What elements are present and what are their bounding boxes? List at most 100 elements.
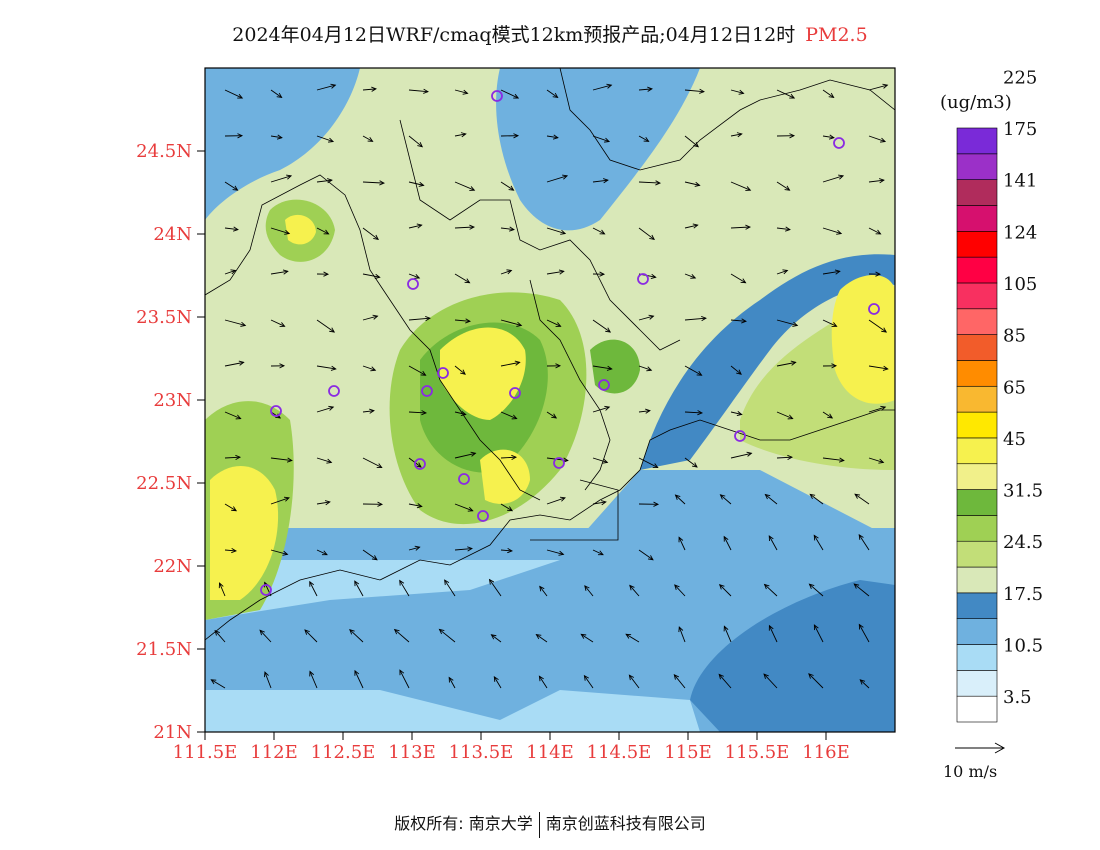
- wind-vector: [868, 135, 886, 142]
- wind-vector-head: [583, 674, 589, 681]
- wind-vector: [809, 494, 824, 505]
- station-marker: [437, 367, 449, 379]
- wind-vector-head: [506, 269, 513, 275]
- wind-vector: [270, 227, 290, 234]
- wind-vector-head: [448, 676, 454, 683]
- wind-vector-head: [349, 629, 355, 635]
- wind-vector: [868, 365, 888, 370]
- wind-vector: [224, 89, 243, 99]
- wind-vector-head: [462, 89, 469, 95]
- wind-vector: [224, 411, 241, 420]
- wind-vector-head: [882, 83, 889, 89]
- wind-vector-head: [369, 408, 375, 414]
- wind-vector-head: [235, 454, 242, 461]
- wind-vector: [730, 181, 751, 191]
- wind-vector: [316, 84, 336, 91]
- wind-vector: [270, 89, 282, 98]
- wind-vector: [500, 503, 513, 512]
- colorbar-label: 225: [1003, 67, 1037, 88]
- wind-vector: [408, 411, 427, 414]
- wind-vector: [454, 365, 466, 375]
- wind-vector-head: [511, 454, 518, 461]
- wind-vector-head: [286, 174, 293, 180]
- colorbar-swatch: [956, 334, 998, 361]
- wind-vector: [822, 227, 842, 234]
- wind-vector-head: [560, 229, 567, 235]
- wind-vector-head: [555, 363, 562, 369]
- wind-vector-head: [838, 457, 845, 463]
- y-tick-label: 24.5N: [136, 141, 192, 162]
- y-axis: 21N 21.5N 22N 22.5N 23N 23.5N 24N 24.5N: [136, 141, 205, 743]
- wind-vector: [675, 494, 686, 505]
- wind-vector: [362, 365, 376, 371]
- wind-vector-head: [827, 413, 834, 419]
- wind-vector-head: [580, 633, 587, 639]
- y-tick-label: 22.5N: [136, 473, 192, 494]
- wind-vector-head: [507, 506, 514, 512]
- wind-vector-head: [230, 269, 237, 275]
- wind-vector-head: [673, 673, 680, 680]
- colorbar-swatch: [956, 463, 998, 490]
- wind-vector: [638, 88, 652, 91]
- copyright-company: 南京创蓝科技有限公司: [545, 814, 706, 833]
- pm25-ocean-dark: [690, 580, 895, 732]
- wind-vector: [309, 671, 318, 689]
- wind-vector: [813, 624, 824, 643]
- colorbar-swatch: [956, 670, 998, 697]
- wind-vector: [730, 89, 744, 94]
- colorbar-swatch: [956, 566, 998, 594]
- wind-vector: [454, 226, 474, 229]
- wind-vector: [439, 629, 456, 643]
- wind-vector-head: [371, 555, 378, 561]
- wind-vector-head: [237, 93, 244, 99]
- wind-vector: [868, 179, 884, 183]
- wind-vector-head: [282, 550, 289, 556]
- wind-vector-head: [283, 496, 290, 502]
- wind-vector-head: [279, 363, 286, 369]
- wind-vector-head: [828, 134, 835, 140]
- wind-vector-head: [420, 370, 427, 376]
- wind-vector-head: [417, 141, 424, 148]
- wind-vector: [768, 535, 778, 551]
- colorbar-swatch: [956, 695, 998, 723]
- wind-vector: [454, 181, 475, 191]
- wind-vector: [868, 406, 886, 413]
- colorbar-label: 31.5: [1003, 481, 1043, 502]
- wind-vector-head: [323, 271, 330, 277]
- wind-vector-head: [231, 506, 238, 512]
- wind-vector: [765, 494, 778, 505]
- wind-vector: [776, 269, 788, 275]
- wind-vector-head: [691, 462, 698, 468]
- wind-vector: [763, 673, 778, 689]
- colorbar-label: 141: [1003, 171, 1037, 192]
- wind-vector: [454, 503, 473, 512]
- wind-vector: [270, 497, 290, 505]
- colorbar: [956, 127, 998, 723]
- wind-vector-head: [558, 550, 565, 556]
- colorbar-labels: 3.5 10.5 17.5 24.5 31.5 45 65 85 105 124 141 175 225: [1003, 67, 1043, 708]
- colorbar-label: 3.5: [1003, 687, 1032, 708]
- wind-vector-head: [789, 133, 796, 139]
- wind-vector: [638, 365, 652, 371]
- wind-vector-head: [809, 493, 816, 500]
- wind-vector-head: [584, 585, 590, 591]
- wind-vector: [776, 181, 790, 191]
- wind-vector-head: [464, 278, 471, 284]
- wind-vector: [219, 582, 226, 597]
- wind-vector-head: [538, 675, 544, 682]
- station-marker: [414, 458, 426, 470]
- wind-vector: [224, 361, 244, 367]
- wind-vector: [491, 634, 502, 643]
- wind-vector: [500, 227, 514, 231]
- wind-vector-head: [465, 318, 471, 324]
- wind-vector-head: [259, 629, 265, 636]
- footer-divider: [538, 811, 540, 838]
- pm25-coast-blue: [640, 254, 895, 470]
- pm25-north-blue: [496, 68, 700, 231]
- wind-vector-head: [718, 673, 724, 680]
- wind-vector: [500, 361, 520, 367]
- y-tick-label: 24N: [153, 224, 192, 245]
- wind-vector-head: [469, 224, 476, 230]
- station-marker: [270, 405, 282, 417]
- wind-vector-head: [604, 405, 611, 411]
